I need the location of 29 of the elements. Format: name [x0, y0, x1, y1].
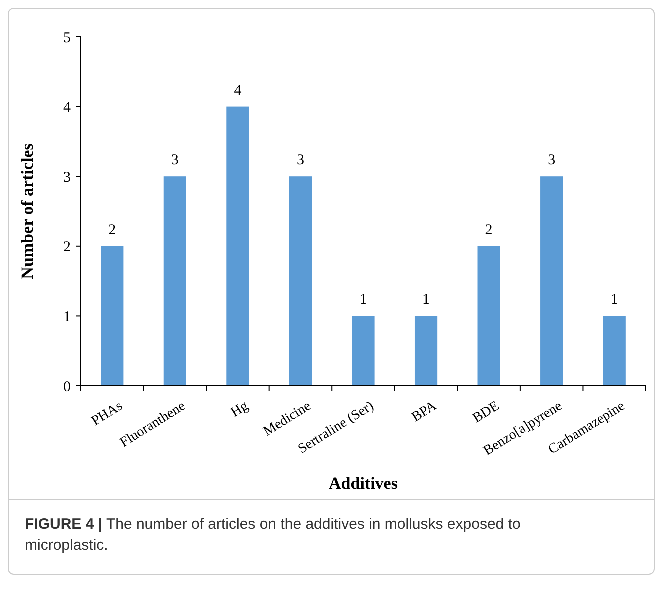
- bar: [603, 316, 626, 386]
- y-tick-label: 3: [64, 170, 71, 186]
- y-tick-label: 4: [64, 100, 72, 116]
- x-tick-label: BPA: [410, 398, 440, 426]
- bar: [101, 246, 124, 386]
- bar: [478, 246, 500, 386]
- bar: [226, 106, 250, 386]
- y-tick-label: 2: [64, 240, 71, 256]
- data-label: 4: [234, 82, 242, 99]
- bar: [164, 176, 186, 386]
- y-axis-title: Number of articles: [18, 143, 37, 280]
- data-label: 2: [485, 222, 493, 238]
- data-label: 3: [296, 152, 304, 169]
- data-label: 1: [610, 292, 618, 308]
- data-label: 1: [360, 292, 368, 308]
- caption: FIGURE 4 | The number of articles on the additives in mollusks exposed to microplastic.: [9, 499, 654, 574]
- x-axis-title: Additives: [329, 474, 398, 493]
- bar: [352, 316, 375, 386]
- bar: [414, 316, 438, 386]
- y-tick-label: 5: [64, 30, 71, 46]
- data-label: 3: [548, 152, 556, 169]
- bar: [540, 176, 564, 386]
- y-tick-label: 0: [64, 379, 71, 396]
- data-label: 3: [171, 152, 179, 169]
- x-tick-label: Hg: [228, 398, 252, 421]
- y-tick-label: 1: [64, 309, 71, 326]
- data-label: 1: [422, 292, 430, 308]
- bar: [289, 176, 312, 386]
- data-label: 2: [108, 222, 116, 238]
